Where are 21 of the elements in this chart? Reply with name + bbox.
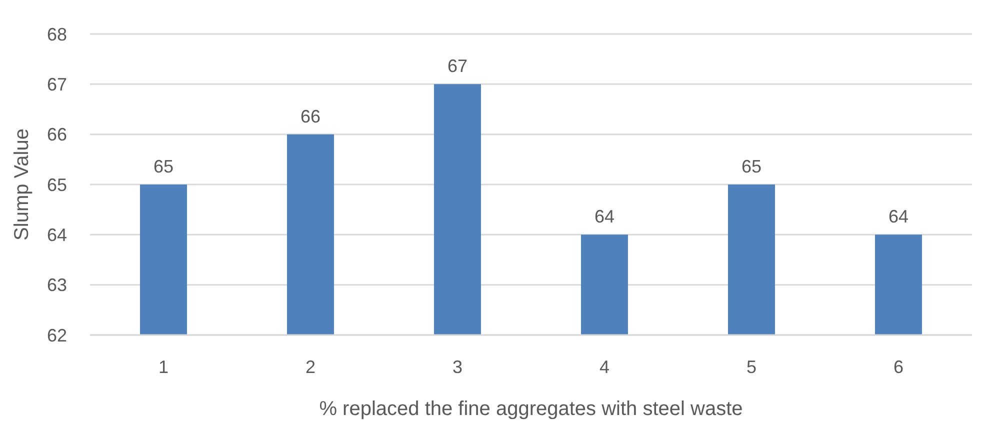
y-tick-label: 65 xyxy=(46,174,67,195)
y-axis-title: Slump Value xyxy=(11,128,33,240)
data-label: 67 xyxy=(447,56,468,76)
y-tick-label: 62 xyxy=(46,325,67,346)
y-tick-label: 67 xyxy=(46,74,67,95)
y-tick-label: 66 xyxy=(46,124,67,145)
data-label: 65 xyxy=(741,156,762,176)
x-axis-title: % replaced the fine aggregates with steel waste xyxy=(319,398,743,420)
data-label: 64 xyxy=(594,206,614,227)
x-tick-label: 6 xyxy=(893,356,904,377)
data-label: 65 xyxy=(153,156,174,176)
y-tick-label: 68 xyxy=(46,24,67,44)
data-label: 64 xyxy=(888,206,908,227)
y-tick-label: 64 xyxy=(46,225,67,246)
x-tick-label: 1 xyxy=(158,356,169,377)
y-tick-label: 63 xyxy=(46,275,67,296)
x-tick-label: 2 xyxy=(305,356,316,377)
x-tick-label: 5 xyxy=(746,356,757,377)
x-tick-label: 4 xyxy=(599,356,610,377)
x-tick-label: 3 xyxy=(452,356,463,377)
data-label: 66 xyxy=(300,106,320,126)
